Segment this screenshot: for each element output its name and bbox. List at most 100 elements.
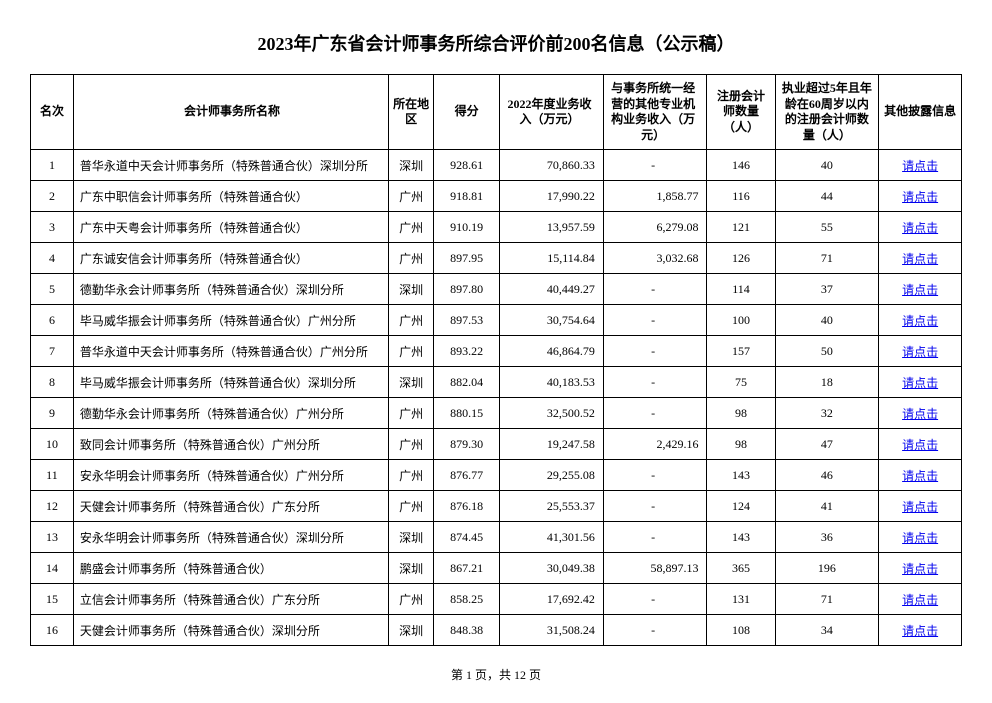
cell-other: -: [603, 336, 707, 367]
cell-cpa5: 36: [775, 522, 879, 553]
disclosure-link[interactable]: 请点击: [902, 252, 938, 266]
cell-rank: 9: [31, 398, 74, 429]
cell-rev: 17,692.42: [500, 584, 604, 615]
cell-other: -: [603, 305, 707, 336]
cell-other: 6,279.08: [603, 212, 707, 243]
cell-score: 897.80: [434, 274, 500, 305]
cell-rev: 17,990.22: [500, 181, 604, 212]
cell-region: 广州: [389, 584, 434, 615]
cell-region: 深圳: [389, 522, 434, 553]
cell-rev: 30,049.38: [500, 553, 604, 584]
cell-rev: 30,754.64: [500, 305, 604, 336]
cell-cpa: 146: [707, 150, 775, 181]
disclosure-link[interactable]: 请点击: [902, 407, 938, 421]
cell-region: 广州: [389, 336, 434, 367]
cell-rev: 29,255.08: [500, 460, 604, 491]
cell-score: 897.95: [434, 243, 500, 274]
cell-cpa: 365: [707, 553, 775, 584]
cell-other: -: [603, 615, 707, 646]
disclosure-link[interactable]: 请点击: [902, 593, 938, 607]
cell-rank: 12: [31, 491, 74, 522]
cell-region: 深圳: [389, 615, 434, 646]
cell-rank: 3: [31, 212, 74, 243]
table-row: 11安永华明会计师事务所（特殊普通合伙）广州分所广州876.7729,255.0…: [31, 460, 962, 491]
cell-rank: 1: [31, 150, 74, 181]
col-revenue: 2022年度业务收入（万元）: [500, 75, 604, 150]
cell-other: -: [603, 398, 707, 429]
cell-disclosure: 请点击: [879, 584, 962, 615]
cell-name: 普华永道中天会计师事务所（特殊普通合伙）深圳分所: [73, 150, 388, 181]
cell-rank: 10: [31, 429, 74, 460]
cell-name: 安永华明会计师事务所（特殊普通合伙）广州分所: [73, 460, 388, 491]
cell-cpa: 124: [707, 491, 775, 522]
cell-name: 普华永道中天会计师事务所（特殊普通合伙）广州分所: [73, 336, 388, 367]
disclosure-link[interactable]: 请点击: [902, 376, 938, 390]
disclosure-link[interactable]: 请点击: [902, 469, 938, 483]
disclosure-link[interactable]: 请点击: [902, 314, 938, 328]
table-row: 2广东中职信会计师事务所（特殊普通合伙）广州918.8117,990.221,8…: [31, 181, 962, 212]
cell-disclosure: 请点击: [879, 367, 962, 398]
table-row: 7普华永道中天会计师事务所（特殊普通合伙）广州分所广州893.2246,864.…: [31, 336, 962, 367]
cell-cpa: 143: [707, 522, 775, 553]
cell-rev: 25,553.37: [500, 491, 604, 522]
cell-name: 德勤华永会计师事务所（特殊普通合伙）广州分所: [73, 398, 388, 429]
cell-rev: 15,114.84: [500, 243, 604, 274]
cell-cpa5: 46: [775, 460, 879, 491]
cell-rank: 11: [31, 460, 74, 491]
cell-cpa5: 71: [775, 584, 879, 615]
cell-rev: 70,860.33: [500, 150, 604, 181]
cell-region: 广州: [389, 243, 434, 274]
disclosure-link[interactable]: 请点击: [902, 531, 938, 545]
cell-disclosure: 请点击: [879, 336, 962, 367]
cell-region: 深圳: [389, 553, 434, 584]
disclosure-link[interactable]: 请点击: [902, 438, 938, 452]
cell-cpa: 143: [707, 460, 775, 491]
cell-rank: 6: [31, 305, 74, 336]
disclosure-link[interactable]: 请点击: [902, 624, 938, 638]
cell-region: 深圳: [389, 274, 434, 305]
cell-score: 897.53: [434, 305, 500, 336]
cell-region: 广州: [389, 491, 434, 522]
cell-rev: 40,183.53: [500, 367, 604, 398]
disclosure-link[interactable]: 请点击: [902, 221, 938, 235]
cell-score: 879.30: [434, 429, 500, 460]
cell-cpa5: 40: [775, 305, 879, 336]
cell-other: -: [603, 584, 707, 615]
cell-other: 1,858.77: [603, 181, 707, 212]
cell-rank: 13: [31, 522, 74, 553]
cell-name: 安永华明会计师事务所（特殊普通合伙）深圳分所: [73, 522, 388, 553]
cell-rev: 46,864.79: [500, 336, 604, 367]
disclosure-link[interactable]: 请点击: [902, 283, 938, 297]
cell-cpa: 75: [707, 367, 775, 398]
cell-disclosure: 请点击: [879, 181, 962, 212]
cell-rev: 40,449.27: [500, 274, 604, 305]
table-row: 16天健会计师事务所（特殊普通合伙）深圳分所深圳848.3831,508.24-…: [31, 615, 962, 646]
table-row: 15立信会计师事务所（特殊普通合伙）广东分所广州858.2517,692.42-…: [31, 584, 962, 615]
disclosure-link[interactable]: 请点击: [902, 562, 938, 576]
cell-disclosure: 请点击: [879, 150, 962, 181]
disclosure-link[interactable]: 请点击: [902, 345, 938, 359]
cell-rank: 16: [31, 615, 74, 646]
cell-cpa: 126: [707, 243, 775, 274]
page-footer: 第 1 页，共 12 页: [30, 666, 962, 683]
cell-score: 910.19: [434, 212, 500, 243]
cell-rev: 41,301.56: [500, 522, 604, 553]
cell-name: 毕马威华振会计师事务所（特殊普通合伙）深圳分所: [73, 367, 388, 398]
table-row: 10致同会计师事务所（特殊普通合伙）广州分所广州879.3019,247.582…: [31, 429, 962, 460]
cell-other: -: [603, 150, 707, 181]
cell-name: 天健会计师事务所（特殊普通合伙）广东分所: [73, 491, 388, 522]
table-row: 6毕马威华振会计师事务所（特殊普通合伙）广州分所广州897.5330,754.6…: [31, 305, 962, 336]
cell-disclosure: 请点击: [879, 615, 962, 646]
cell-cpa: 100: [707, 305, 775, 336]
cell-disclosure: 请点击: [879, 429, 962, 460]
cell-region: 广州: [389, 181, 434, 212]
cell-cpa: 98: [707, 398, 775, 429]
disclosure-link[interactable]: 请点击: [902, 159, 938, 173]
disclosure-link[interactable]: 请点击: [902, 500, 938, 514]
cell-region: 广州: [389, 212, 434, 243]
cell-disclosure: 请点击: [879, 305, 962, 336]
cell-other: -: [603, 522, 707, 553]
disclosure-link[interactable]: 请点击: [902, 190, 938, 204]
col-rank: 名次: [31, 75, 74, 150]
ranking-table: 名次 会计师事务所名称 所在地区 得分 2022年度业务收入（万元） 与事务所统…: [30, 74, 962, 646]
